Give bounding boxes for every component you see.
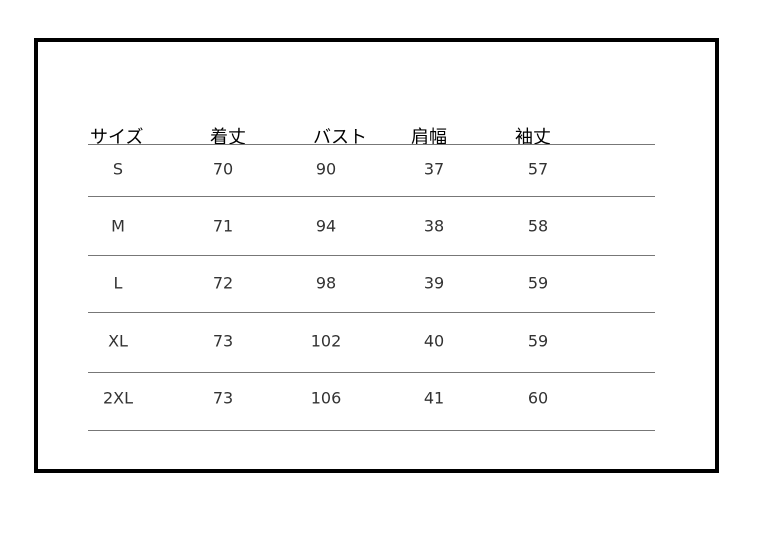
header-length: 着丈	[210, 127, 246, 148]
row-divider	[88, 312, 655, 313]
table-cell: 71	[212, 216, 234, 236]
table-cell: S	[112, 159, 124, 179]
table-cell: 72	[212, 273, 234, 293]
table-cell: 59	[527, 273, 549, 293]
header-sleeve: 袖丈	[515, 127, 551, 148]
table-cell: 2XL	[102, 388, 134, 408]
table-cell: 60	[527, 388, 549, 408]
table-cell: 73	[212, 388, 234, 408]
table-cell: 40	[423, 331, 445, 351]
table-cell: 70	[212, 159, 234, 179]
header-shoulder: 肩幅	[411, 127, 447, 148]
table-cell: 58	[527, 216, 549, 236]
table-cell: 39	[423, 273, 445, 293]
header-size: サイズ	[90, 127, 144, 148]
table-cell: 41	[423, 388, 445, 408]
table-cell: XL	[108, 331, 128, 351]
table-cell: 90	[315, 159, 337, 179]
header-bust: バスト	[313, 127, 367, 148]
table-cell: L	[113, 273, 123, 293]
table-cell: 59	[527, 331, 549, 351]
table-cell: 98	[315, 273, 337, 293]
row-divider	[88, 372, 655, 373]
table-cell: 106	[310, 388, 342, 408]
row-divider	[88, 144, 655, 145]
table-cell: 37	[423, 159, 445, 179]
table-cell: 57	[527, 159, 549, 179]
table-cell: 102	[310, 331, 342, 351]
chart-frame	[34, 38, 719, 473]
table-cell: 94	[315, 216, 337, 236]
table-cell: 73	[212, 331, 234, 351]
table-cell: M	[111, 216, 125, 236]
row-divider	[88, 255, 655, 256]
row-divider	[88, 430, 655, 431]
row-divider	[88, 196, 655, 197]
table-cell: 38	[423, 216, 445, 236]
